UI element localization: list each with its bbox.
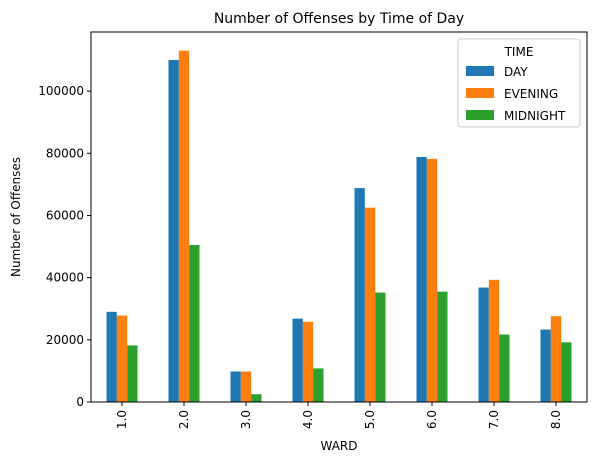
bar-day-4.0	[292, 318, 303, 402]
bar-evening-8.0	[550, 316, 562, 402]
y-tick-label: 80000	[46, 146, 84, 160]
x-tick-label: 3.0	[239, 410, 253, 429]
bar-midnight-3.0	[251, 394, 262, 402]
legend-label-evening: EVENING	[504, 87, 558, 101]
y-tick-label: 0	[76, 395, 84, 409]
x-axis-label: WARD	[321, 439, 358, 453]
y-tick-label: 60000	[46, 208, 84, 222]
bar-midnight-4.0	[313, 368, 324, 402]
x-tick-label: 8.0	[549, 410, 563, 429]
x-tick-label: 7.0	[487, 410, 501, 429]
bar-day-3.0	[230, 371, 241, 402]
y-tick-label: 100000	[38, 84, 84, 98]
bar-midnight-1.0	[127, 345, 138, 402]
x-tick-label: 4.0	[301, 410, 315, 429]
legend-swatch-evening	[466, 88, 494, 98]
bars-layer	[106, 50, 572, 402]
legend-box	[457, 38, 581, 128]
bar-midnight-7.0	[499, 334, 510, 402]
bar-day-1.0	[106, 311, 117, 402]
y-axis-label: Number of Offenses	[9, 157, 23, 277]
legend-swatch-day	[466, 66, 494, 76]
legend-label-day: DAY	[504, 65, 528, 79]
bar-evening-1.0	[116, 315, 128, 402]
x-tick-label: 2.0	[177, 410, 191, 429]
bar-evening-5.0	[364, 207, 376, 402]
legend: TIME DAY EVENING MIDNIGHT	[457, 38, 581, 128]
bar-day-8.0	[540, 329, 551, 402]
bar-day-2.0	[168, 59, 179, 402]
bar-midnight-8.0	[561, 342, 572, 402]
bar-day-5.0	[354, 188, 365, 402]
bar-evening-3.0	[240, 371, 252, 402]
chart-title: Number of Offenses by Time of Day	[214, 11, 464, 27]
x-tick-label: 6.0	[425, 410, 439, 429]
legend-label-midnight: MIDNIGHT	[504, 109, 566, 123]
x-tick-label: 5.0	[363, 410, 377, 429]
legend-title: TIME	[504, 45, 534, 59]
x-tick-label: 1.0	[115, 410, 129, 429]
axes-layer: 0 20000 40000 60000 80000 100000 1.0 2.0 3.0 4.0 5…	[38, 31, 588, 429]
bar-day-6.0	[416, 156, 427, 402]
bar-evening-7.0	[488, 279, 500, 402]
y-tick-label: 20000	[46, 333, 84, 347]
bar-evening-6.0	[426, 158, 438, 402]
bar-midnight-5.0	[375, 292, 386, 402]
bar-evening-4.0	[302, 321, 314, 402]
y-tick-label: 40000	[46, 271, 84, 285]
bar-midnight-6.0	[437, 291, 448, 402]
plot-frame	[90, 31, 588, 403]
bar-midnight-2.0	[189, 244, 200, 402]
legend-swatch-midnight	[466, 110, 494, 120]
bar-evening-2.0	[178, 50, 190, 402]
bar-day-7.0	[478, 287, 489, 402]
